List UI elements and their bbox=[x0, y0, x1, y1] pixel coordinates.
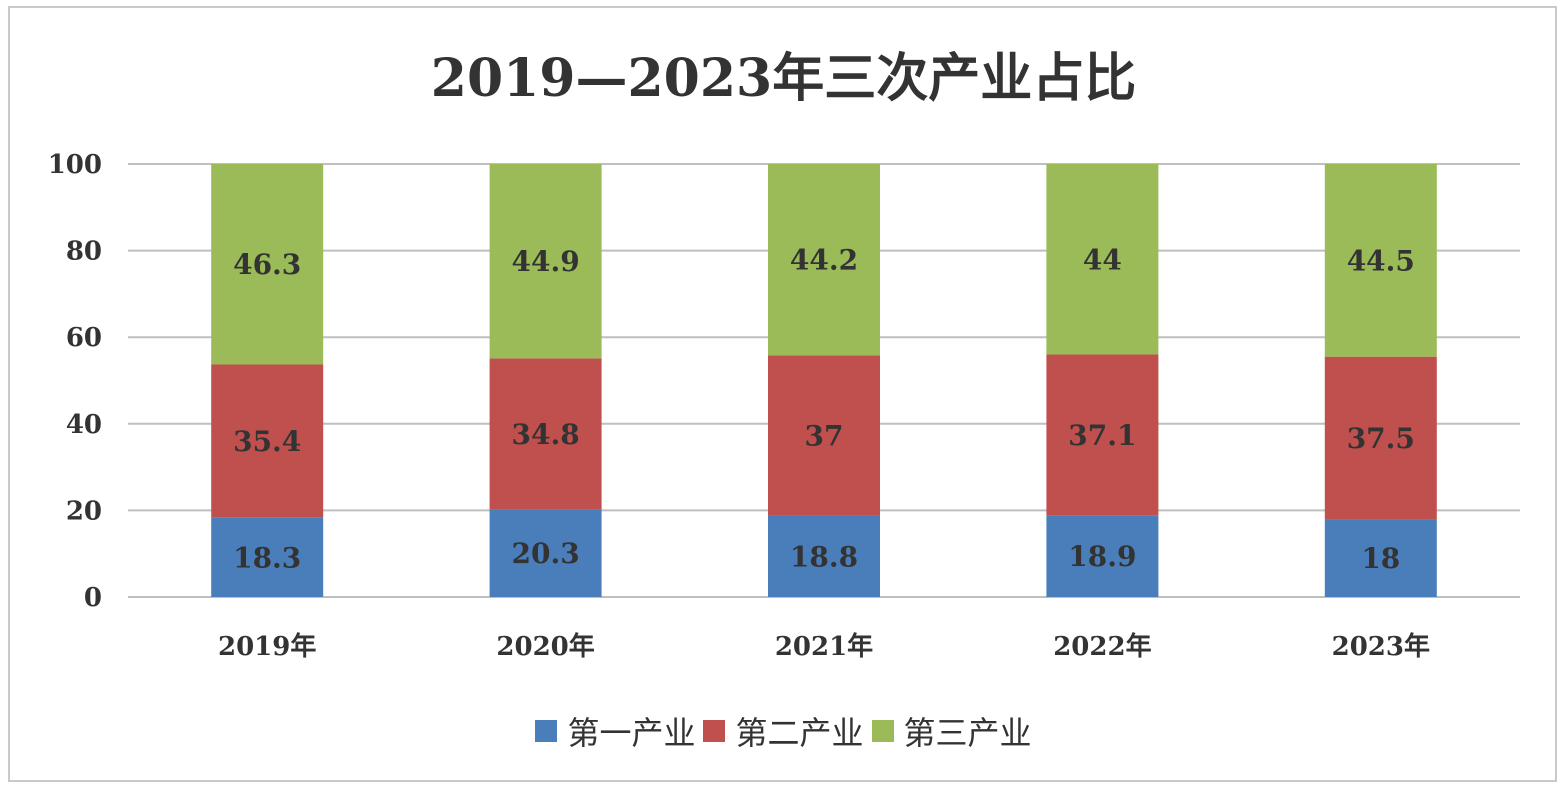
bar-2-series-3 bbox=[489, 164, 602, 359]
data-label-4-series-2: 37.1 bbox=[1068, 419, 1136, 452]
bar-3-series-3 bbox=[768, 164, 880, 356]
legend-item-series-2: 第二产业 bbox=[703, 708, 864, 754]
y-tick-label-100: 100 bbox=[48, 150, 102, 180]
legend-item-series-1: 第一产业 bbox=[535, 708, 695, 754]
bar-1-series-1 bbox=[211, 517, 324, 597]
data-label-5-series-1: 18 bbox=[1361, 542, 1400, 575]
legend-label-series-3: 第三产业 bbox=[903, 714, 1032, 752]
legend-swatch-series-1 bbox=[535, 720, 558, 742]
x-tick-label-3: 2021年 bbox=[775, 631, 873, 662]
legend-swatch-series-2 bbox=[703, 720, 726, 742]
legend-item-series-3: 第三产业 bbox=[871, 708, 1032, 754]
bar-3-series-1 bbox=[768, 515, 880, 597]
chart-legend: 第一产业 第二产业 第三产业 bbox=[0, 708, 1567, 754]
legend-swatch-series-3 bbox=[871, 720, 894, 742]
bar-2-series-1 bbox=[489, 509, 602, 597]
data-label-1-series-2: 35.4 bbox=[233, 425, 301, 458]
chart-title: 2019—2023年三次产业占比 bbox=[430, 48, 1137, 109]
y-tick-label-20: 20 bbox=[66, 496, 102, 526]
data-label-2-series-1: 20.3 bbox=[511, 537, 579, 570]
x-tick-label-4: 2022年 bbox=[1053, 631, 1151, 662]
legend-label-series-1: 第一产业 bbox=[567, 714, 696, 752]
legend-label-series-2: 第二产业 bbox=[735, 714, 864, 752]
data-label-4-series-1: 18.9 bbox=[1068, 540, 1136, 573]
data-label-5-series-3: 44.5 bbox=[1347, 244, 1415, 277]
bar-2-series-2 bbox=[489, 358, 602, 510]
data-label-2-series-2: 34.8 bbox=[511, 418, 579, 451]
data-label-4-series-3: 44 bbox=[1083, 243, 1122, 276]
bar-3-series-2 bbox=[768, 355, 880, 516]
data-label-1-series-1: 18.3 bbox=[233, 541, 301, 574]
x-tick-label-1: 2019年 bbox=[218, 631, 316, 662]
data-label-2-series-3: 44.9 bbox=[511, 245, 579, 278]
data-label-3-series-1: 18.8 bbox=[790, 540, 858, 573]
bar-5-series-2 bbox=[1324, 356, 1437, 520]
y-tick-label-0: 0 bbox=[84, 583, 102, 613]
bar-5-series-3 bbox=[1324, 164, 1437, 357]
data-label-3-series-3: 44.2 bbox=[790, 244, 858, 277]
bar-1-series-3 bbox=[211, 164, 324, 365]
bar-5-series-1 bbox=[1324, 519, 1437, 597]
data-label-1-series-3: 46.3 bbox=[233, 248, 301, 281]
bar-4-series-1 bbox=[1046, 515, 1159, 597]
y-tick-label-40: 40 bbox=[66, 410, 102, 440]
bar-1-series-2 bbox=[211, 364, 324, 518]
data-label-5-series-2: 37.5 bbox=[1347, 422, 1415, 455]
y-tick-label-80: 80 bbox=[66, 237, 102, 267]
x-tick-label-5: 2023年 bbox=[1332, 631, 1430, 662]
bar-4-series-3 bbox=[1046, 164, 1159, 355]
y-tick-label-60: 60 bbox=[66, 323, 102, 353]
x-tick-label-2: 2020年 bbox=[496, 631, 594, 662]
bar-4-series-2 bbox=[1046, 354, 1159, 516]
data-label-3-series-2: 37 bbox=[805, 419, 844, 452]
